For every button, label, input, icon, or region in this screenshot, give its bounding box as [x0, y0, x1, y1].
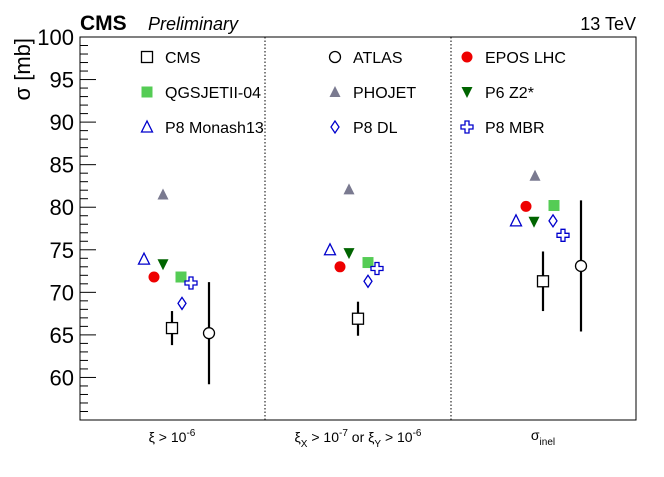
plot-frame: [79, 36, 637, 421]
legend-marker-p6-z2-: [461, 87, 473, 98]
point-qgsjetii-04-3: [548, 200, 560, 212]
point-atlas-1: [202, 327, 216, 340]
point-p8-monash13-1: [137, 251, 151, 265]
point-p8-dl-2: [363, 274, 373, 289]
point-cms-1: [165, 321, 179, 335]
point-epos-lhc-3: [520, 200, 532, 212]
point-p8-dl-1: [177, 296, 187, 311]
y-axis-label: σ [mb]: [10, 38, 35, 100]
experiment-label: CMS: [80, 12, 127, 35]
point-phojet-1: [157, 188, 169, 200]
energy-label: 13 TeV: [580, 14, 636, 34]
y-tick-label: 80: [50, 195, 74, 220]
legend-marker-p8-mbr: [460, 120, 474, 134]
point-phojet-3: [529, 169, 541, 181]
legend-marker-cms: [140, 50, 154, 64]
point-epos-lhc-2: [334, 261, 346, 273]
legend-label-qgsjetii-04: QGSJETII-04: [165, 85, 261, 102]
point-p6-z2--2: [343, 248, 355, 260]
point-qgsjetii-04-2: [362, 257, 374, 269]
legend-marker-p8-dl: [330, 119, 340, 135]
legend-label-p6-z2-: P6 Z2*: [485, 85, 534, 102]
y-tick-label: 70: [50, 280, 74, 305]
legend-label-atlas: ATLAS: [353, 50, 403, 67]
point-p8-monash13-2: [323, 242, 337, 256]
point-p8-mbr-2: [370, 261, 384, 276]
point-cms-2: [351, 312, 365, 325]
y-tick-label: 85: [50, 153, 74, 178]
legend-label-cms: CMS: [165, 50, 201, 67]
point-atlas-3: [574, 259, 588, 273]
y-tick-label: 75: [50, 238, 74, 263]
point-phojet-2: [343, 183, 355, 195]
legend-marker-epos-lhc: [461, 51, 473, 63]
legend-label-p8-mbr: P8 MBR: [485, 120, 545, 137]
point-p8-mbr-3: [556, 228, 570, 242]
point-p8-monash13-3: [509, 213, 523, 227]
legend-marker-qgsjetii-04: [141, 86, 153, 98]
y-tick-label: 65: [50, 323, 74, 348]
status-label: Preliminary: [148, 14, 239, 34]
legend-marker-p8-monash13: [140, 119, 154, 133]
category-label-2: ξX > 10-7 or ξY > 10-6: [295, 428, 422, 450]
legend-label-epos-lhc: EPOS LHC: [485, 50, 566, 67]
y-tick-label: 100: [37, 25, 74, 50]
point-p8-mbr-1: [184, 276, 198, 290]
point-qgsjetii-04-1: [175, 271, 187, 283]
point-p6-z2--3: [528, 216, 540, 228]
point-epos-lhc-1: [148, 271, 160, 283]
category-label-3: σinel: [531, 427, 555, 448]
y-tick-label: 95: [50, 68, 74, 93]
category-label-1: ξ > 10-6: [149, 428, 196, 445]
point-p8-dl-3: [548, 213, 558, 229]
legend-marker-phojet: [329, 86, 341, 97]
legend-label-p8-monash13: P8 Monash13: [165, 120, 264, 137]
y-tick-label: 90: [50, 110, 74, 135]
legend-label-p8-dl: P8 DL: [353, 120, 398, 137]
point-p6-z2--1: [157, 259, 169, 271]
legend-label-phojet: PHOJET: [353, 85, 416, 102]
y-tick-label: 60: [50, 365, 74, 390]
point-cms-3: [536, 275, 550, 288]
legend-marker-atlas: [328, 50, 342, 64]
